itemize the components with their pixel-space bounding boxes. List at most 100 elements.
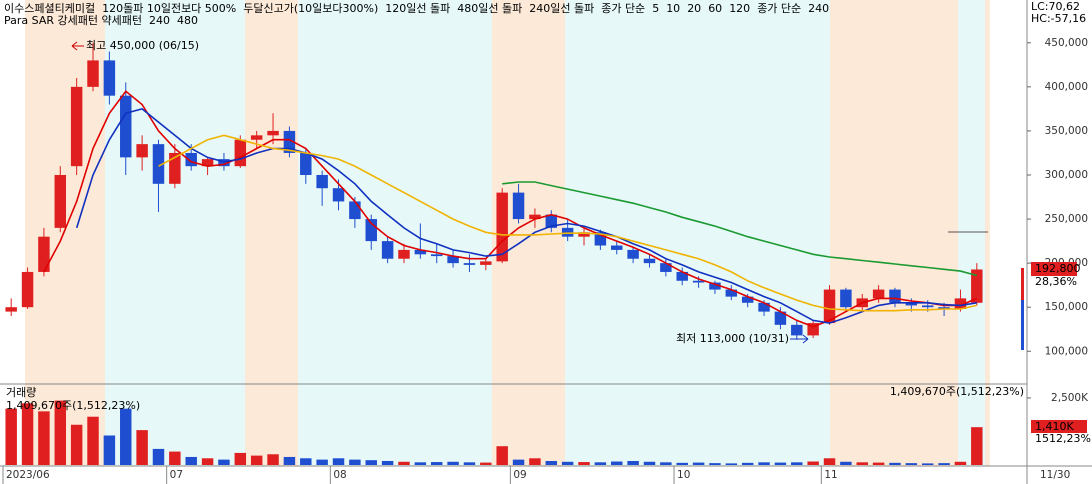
candle-body [87, 60, 99, 87]
volume-bar [201, 458, 214, 465]
legend-entry: 이수스페셜티케미컬 [4, 2, 95, 15]
candle-body [692, 280, 705, 283]
candle-body [430, 254, 443, 257]
volume-bar [512, 459, 525, 465]
last-price-box [1031, 262, 1077, 276]
band [298, 0, 492, 466]
volume-bar [234, 452, 247, 465]
volume-bar [905, 463, 918, 465]
volume-bar [954, 461, 967, 465]
moving-average-line [158, 134, 977, 312]
legend-entry: 120 [729, 2, 750, 15]
candle-body [807, 323, 819, 336]
candle-body [332, 188, 345, 202]
volume-bar [709, 463, 721, 465]
candle-body [921, 305, 934, 308]
legend-entry: 두달신고가(10일보다300%) [243, 1, 378, 15]
legend-entry: 10 [666, 2, 680, 15]
volume-bar [676, 462, 688, 465]
candle-body [267, 130, 279, 136]
candle-body [889, 289, 901, 303]
legend-entry: 5 [652, 2, 659, 15]
candle-body [38, 236, 50, 272]
last-date: 11/30 [1040, 469, 1070, 481]
candle-body [283, 130, 296, 153]
volume-bar [381, 460, 394, 465]
candle-body [709, 282, 721, 290]
candle-body [21, 271, 34, 308]
volume-bar [414, 462, 427, 465]
low-label: 최저 113,000 (10/31) [676, 332, 789, 345]
legend-entry: 종가 단순 [757, 2, 801, 15]
band [245, 0, 298, 466]
hc-label: HC:-57,16 [1031, 12, 1086, 25]
volume-bar [152, 448, 165, 465]
volume-bar [643, 461, 656, 465]
moving-average-line [502, 181, 978, 277]
candle-body [578, 232, 590, 237]
volume-last-pct: 1512,23% [1035, 432, 1091, 445]
volume-last-box [1031, 420, 1087, 433]
candle-body [627, 249, 639, 259]
volume-bar [774, 462, 787, 465]
volume-bar [54, 400, 67, 465]
candle-body [954, 298, 967, 309]
candle-body [103, 60, 116, 96]
volume-bar [480, 462, 492, 465]
volume-bar [627, 460, 639, 465]
candle-body [758, 302, 770, 312]
legend-entry: 480일선 돌파 [457, 1, 522, 15]
volume-bar [70, 424, 83, 465]
volume-bar [38, 411, 50, 465]
x-tick-label: 10 [677, 469, 690, 481]
volume-bar [120, 408, 132, 465]
lc-label: LC:70,62 [1031, 0, 1080, 13]
volume-bar [87, 416, 99, 465]
band [565, 0, 830, 466]
candle-body [152, 144, 165, 184]
y-tick-label: 100,000 [1045, 345, 1088, 357]
volume-bar [21, 403, 34, 465]
volume-bar [430, 462, 443, 465]
x-tick-label: 11 [824, 469, 837, 481]
candle-body [971, 269, 983, 303]
volume-max-label: 1,409,670주(1,512,23%) [6, 399, 140, 412]
volume-bar [692, 462, 705, 465]
volume-bar [169, 451, 181, 465]
volume-bar [611, 461, 623, 465]
candle-body [529, 214, 541, 220]
band [958, 0, 985, 466]
candle-body [365, 219, 377, 242]
last-price: 192,800 [1035, 262, 1081, 275]
legend-entry: 240일선 돌파 [529, 1, 594, 15]
volume-bar [5, 408, 17, 465]
candle-body [398, 249, 410, 259]
volume-bar [840, 461, 852, 465]
legend-entry: 120돌파 10일전보다 500% [102, 1, 236, 15]
candle-body [5, 307, 17, 312]
candle-body [741, 296, 754, 303]
legend-entry: 20 [687, 2, 701, 15]
legend-entry: Para SAR 강세패턴 약세패턴 [4, 13, 142, 27]
volume-bar [578, 462, 590, 465]
high-label: 최고 450,000 (06/15) [86, 39, 199, 52]
volume-bar [807, 461, 819, 465]
volume-bar [447, 461, 459, 465]
x-tick-label: 09 [513, 469, 526, 481]
volume-bar [218, 459, 230, 465]
candle-body [381, 241, 394, 259]
volume-bar [300, 458, 312, 465]
volume-last-short: 1,410K [1035, 420, 1074, 433]
low-arrow [790, 334, 809, 344]
candle-body [643, 258, 656, 264]
volume-bar [971, 427, 983, 465]
candle-body [791, 324, 803, 336]
candle-body [676, 271, 688, 281]
y-tick-label: 450,000 [1045, 37, 1088, 49]
candle-body [872, 289, 885, 299]
candle-body [349, 201, 361, 220]
candle-body [725, 289, 738, 297]
candle-body [512, 192, 525, 220]
candle-body [594, 232, 607, 246]
candle-body [70, 86, 83, 167]
